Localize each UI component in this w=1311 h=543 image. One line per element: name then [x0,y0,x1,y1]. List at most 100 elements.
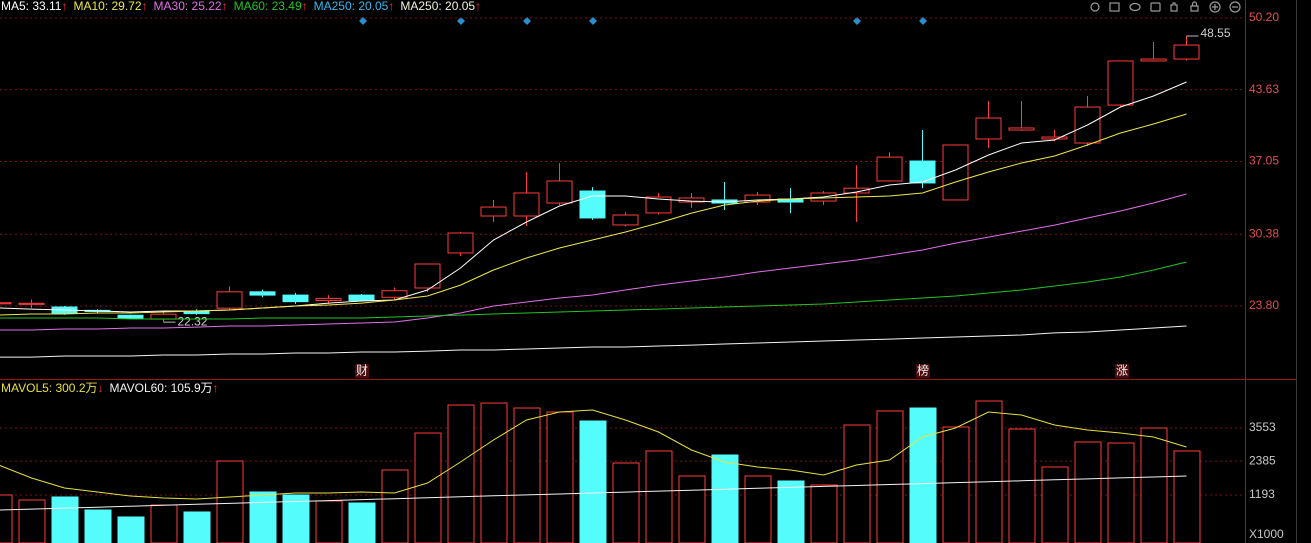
legend-entry: MA250: 20.05 [314,0,389,13]
low-label: 22.32 [178,314,208,328]
volume-bar [645,450,673,543]
volume-bar [216,460,244,543]
volume-bar [447,404,475,543]
legend-arrow: ↑ [388,0,394,13]
candle-body [348,294,375,302]
candle-body [843,187,870,194]
annotation[interactable]: 涨 [1116,363,1128,378]
legend-entry: MA30: 25.22 [154,0,222,13]
volume-bar [579,420,607,543]
volume-bar [117,516,145,543]
volume-bar [315,500,343,543]
candle-body [513,192,540,217]
y-tick-label: 30.38 [1249,226,1279,240]
volume-bar [612,462,640,543]
annotation[interactable]: 财 [356,364,368,378]
volume-bar [1107,442,1135,543]
legend-arrow: ↑ [142,0,148,13]
volume-bar [744,475,772,543]
volume-bar [843,424,871,543]
toolbar [1090,1,1241,13]
legend-arrow: ↓ [98,381,104,395]
event-marker[interactable] [589,17,597,25]
ma-line [0,409,1187,500]
candle-body [480,206,507,217]
candle-body [876,156,903,182]
event-marker[interactable] [853,17,861,25]
event-marker[interactable] [919,17,927,25]
ma-line [0,113,1187,316]
y-tick-label: 50.20 [1249,10,1279,24]
legend-entry: MA60: 23.49 [234,0,302,13]
volume-bar [1140,427,1168,543]
candle-body [1107,60,1134,106]
candle-body [942,144,969,201]
legend-arrow: ↑ [475,0,481,13]
legend-arrow: ↑ [222,0,228,13]
settings-icon[interactable] [1090,2,1100,12]
candle-body [1140,58,1167,62]
candle-body [216,291,243,309]
box-icon[interactable] [1150,2,1161,12]
candle-body [1173,44,1200,60]
candle-body [909,160,936,184]
volume-bar [183,511,211,543]
candle-body [315,297,342,302]
event-marker[interactable] [523,17,531,25]
candle-body [381,290,408,298]
annotation-box [1115,364,1129,378]
ma-line [0,325,1187,358]
annotations: 财 榜 涨 [355,363,1129,378]
legend-entry: MAVOL60: 105.9万 [110,381,213,395]
candle-body [645,196,672,214]
candle-body [183,310,210,315]
volume-bar [909,407,937,543]
candle-body [975,117,1002,140]
ma-line [0,193,1187,331]
candle-body [0,302,12,305]
candle-body [117,314,144,319]
y-tick-label: 37.05 [1249,154,1279,168]
volume-bar [546,411,574,543]
legend-arrow: ↑ [302,0,308,13]
legend-arrow: ↑ [213,381,219,395]
event-markers [359,17,927,25]
volume-bar [282,494,310,543]
y-tick-label: 23.80 [1249,298,1279,312]
annotation-box [916,364,930,378]
volume-unit: X1000 [1249,527,1284,541]
volume-bar [777,480,805,543]
candle-body [1041,136,1068,140]
candle-body [282,294,309,303]
candle-body [249,291,276,296]
legend-entry: MA10: 29.72 [73,0,141,13]
volume-bar [84,509,112,543]
layout-icon[interactable] [1109,2,1120,12]
legend-entry: MAVOL5: 300.2万 [1,381,98,395]
annotation[interactable]: 榜 [917,363,929,378]
event-marker[interactable] [457,17,465,25]
candle-body [18,302,45,305]
candle-body [612,214,639,226]
zoom-out-icon[interactable] [1229,1,1241,13]
volume-bar [1173,450,1201,543]
lock-icon[interactable] [1190,1,1199,12]
eye-icon[interactable] [1129,2,1141,12]
y-tick-label: 3553 [1249,420,1276,434]
volume-bar [150,504,178,543]
volume-bar [942,426,970,543]
volume-bar [1008,428,1036,543]
volume-bar [348,502,376,543]
volume-bar [480,402,508,543]
volume-bar [711,454,739,543]
volume-bar [810,484,838,543]
volume-bar [876,410,904,543]
y-tick-label: 1193 [1249,487,1275,501]
zoom-in-glyph [1212,4,1218,10]
hand-icon[interactable] [1170,2,1178,12]
high-label: 48.55 [1201,26,1231,40]
legend-entry: MA5: 33.11 [1,0,62,13]
event-marker[interactable] [359,17,367,25]
zoom-in-icon[interactable] [1209,1,1221,13]
